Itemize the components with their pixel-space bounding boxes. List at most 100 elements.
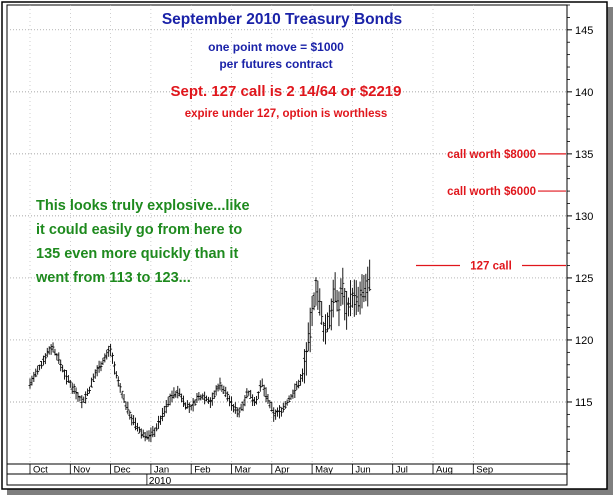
price-bar: [41, 355, 45, 366]
price-bar: [182, 395, 186, 408]
price-bar: [233, 402, 237, 414]
price-bar: [82, 396, 86, 403]
price-bar: [316, 280, 320, 310]
price-bar: [111, 352, 115, 364]
price-bar: [266, 393, 270, 404]
subheadline: expire under 127, option is worthless: [185, 108, 388, 120]
price-bar: [197, 392, 201, 401]
price-bar: [358, 281, 362, 315]
price-bar: [166, 396, 170, 407]
price-bar: [224, 386, 228, 398]
price-bar: [222, 385, 226, 394]
price-bar: [352, 279, 356, 317]
price-bar: [212, 390, 216, 399]
chart-title: September 2010 Treasury Bonds: [162, 11, 402, 28]
price-bar: [103, 353, 107, 363]
price-bar: [241, 401, 245, 412]
price-bar: [59, 359, 63, 372]
commentary-line-4: went from 113 to 123...: [35, 270, 191, 286]
price-bar: [155, 423, 159, 432]
price-bar: [143, 432, 147, 442]
price-bar: [354, 280, 358, 316]
price-bar: [64, 370, 68, 385]
price-bar: [262, 384, 266, 397]
price-bar: [139, 428, 143, 439]
price-bar: [253, 397, 257, 406]
price-tick-label: 115: [575, 397, 593, 409]
subtitle-line-1: one point move = $1000: [208, 40, 344, 54]
price-bar: [341, 267, 345, 305]
price-bar: [283, 401, 287, 409]
price-bar: [277, 405, 281, 419]
year-label: 2010: [149, 476, 172, 487]
month-label: May: [315, 465, 333, 476]
price-bar: [293, 383, 297, 399]
price-bar: [34, 368, 38, 378]
price-bar: [180, 393, 184, 403]
time-axis: Oct Nov Dec Jan Feb Mar Apr May Jun Jul Aug Sep 201…: [6, 463, 568, 487]
price-bar: [235, 407, 239, 418]
month-label: Aug: [436, 465, 453, 476]
price-bar: [114, 371, 118, 379]
price-bar: [205, 395, 209, 402]
price-bar: [109, 343, 113, 357]
headline: Sept. 127 call is 2 14/64 or $2219: [171, 83, 402, 100]
price-bar: [295, 381, 299, 390]
month-label: Feb: [194, 465, 210, 476]
price-bar: [306, 322, 310, 352]
price-bar: [32, 371, 36, 382]
price-bar: [149, 427, 153, 443]
price-bar: [274, 409, 278, 420]
month-label: Oct: [33, 465, 48, 476]
price-bar: [256, 391, 260, 400]
plot-area: [6, 4, 568, 465]
month-label: Sep: [476, 465, 493, 476]
price-tick-label: 120: [575, 335, 593, 347]
price-bar: [128, 410, 132, 420]
price-bar: [118, 383, 122, 393]
price-bar: [287, 395, 291, 403]
price-ticks: 115 120 125 130 135 140 145: [567, 4, 593, 465]
gridlines: [7, 5, 567, 464]
price-bar: [348, 280, 352, 317]
price-bar: [214, 385, 218, 396]
price-bar: [86, 388, 90, 396]
price-bar: [43, 353, 47, 365]
month-label: Dec: [114, 465, 131, 476]
price-bar: [191, 398, 195, 412]
annotation-call-8000: call worth $8000: [447, 149, 566, 161]
price-bar: [183, 402, 187, 410]
price-bar: [362, 275, 366, 303]
price-bar: [91, 373, 95, 382]
price-bar: [158, 415, 162, 425]
price-bar: [101, 357, 105, 365]
month-label: Mar: [235, 465, 251, 476]
plot-background: [6, 4, 568, 465]
price-bar: [270, 401, 274, 412]
price-bar: [97, 360, 101, 373]
price-bar: [193, 399, 197, 406]
price-bar: [251, 394, 255, 406]
price-bar: [331, 279, 335, 318]
price-bar: [264, 387, 268, 403]
price-bar: [124, 401, 128, 411]
price-bar: [343, 287, 347, 321]
price-bar: [279, 406, 283, 417]
price-tick-label: 140: [575, 87, 593, 99]
price-bar: [333, 272, 337, 303]
price-bar: [210, 392, 214, 406]
price-bar: [93, 369, 97, 379]
price-bar: [170, 390, 174, 403]
price-bar: [53, 348, 57, 356]
price-bar: [185, 400, 189, 409]
price-bar: [122, 393, 126, 403]
price-bar: [302, 349, 306, 384]
price-bar: [297, 379, 301, 389]
price-bar: [308, 307, 312, 353]
price-bar: [325, 312, 329, 333]
price-bar: [320, 301, 324, 325]
price-bar: [260, 378, 264, 388]
price-tick-label: 125: [575, 273, 593, 285]
price-bar: [157, 415, 161, 429]
price-bar: [228, 395, 232, 407]
